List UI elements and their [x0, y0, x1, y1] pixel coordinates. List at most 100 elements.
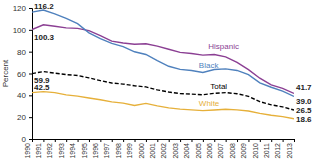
- y-tick: 0: [22, 135, 32, 144]
- labels: HispanicBlackTotalWhite100.341.7116.239.…: [34, 2, 312, 124]
- series-name: Black: [199, 61, 220, 70]
- y-tick-label: 20: [17, 113, 26, 122]
- x-tick-mark: [78, 139, 79, 142]
- y-tick: 80: [17, 48, 32, 57]
- x-tick: 1999: [126, 139, 135, 159]
- x-tick: 1992: [46, 139, 55, 159]
- x-tick-label: 1992: [46, 143, 53, 159]
- x-tick-label: 1994: [69, 143, 76, 159]
- lines: [32, 10, 294, 119]
- y-tick-label: 0: [22, 135, 27, 144]
- x-tick: 1995: [81, 139, 90, 159]
- x-tick-label: 1999: [126, 143, 133, 159]
- x-tick: 2005: [195, 139, 204, 159]
- x-tick-mark: [248, 139, 249, 142]
- series-line: [32, 25, 294, 94]
- x-tick-label: 2003: [172, 143, 179, 159]
- y-tick-mark: [29, 52, 32, 53]
- x-tick: 1997: [103, 139, 112, 159]
- x-tick-label: 2005: [195, 143, 202, 159]
- y-tick-mark: [29, 74, 32, 75]
- y-tick-label: 120: [13, 4, 27, 13]
- x-tick-mark: [169, 139, 170, 142]
- x-tick: 2006: [206, 139, 215, 159]
- y-tick: 100: [13, 26, 32, 35]
- y-axis-title: Percent: [1, 59, 10, 87]
- data-label: 18.6: [296, 115, 312, 124]
- y-axis: 0 20 40 60 80 100 120: [13, 4, 33, 144]
- x-tick-mark: [260, 139, 261, 142]
- x-tick-label: 2004: [183, 143, 190, 159]
- x-tick-mark: [271, 139, 272, 142]
- series-line: [32, 72, 294, 111]
- series-name: Total: [210, 82, 227, 91]
- x-tick-mark: [43, 139, 44, 142]
- y-tick: 60: [17, 70, 32, 79]
- x-tick: 2009: [240, 139, 249, 159]
- x-tick-mark: [32, 139, 33, 142]
- x-tick-mark: [135, 139, 136, 142]
- y-tick-mark: [29, 139, 32, 140]
- x-tick-label: 2009: [240, 143, 247, 159]
- x-tick-label: 2000: [138, 143, 145, 159]
- y-tick-label: 40: [17, 91, 26, 100]
- x-tick-label: 2011: [263, 143, 270, 158]
- y-tick-label: 80: [17, 48, 26, 57]
- x-tick-label: 2012: [274, 143, 281, 159]
- x-tick: 1998: [115, 139, 124, 159]
- data-label: 39.0: [296, 97, 312, 106]
- x-axis: 1990199119921993199419951996199719981999…: [24, 139, 295, 159]
- x-tick: 1993: [58, 139, 67, 159]
- y-axis-line: [29, 9, 33, 140]
- x-tick-mark: [100, 139, 101, 142]
- x-tick-label: 2007: [217, 143, 224, 159]
- y-tick-mark: [29, 8, 32, 9]
- x-tick-mark: [283, 139, 284, 142]
- series-name: Hispanic: [208, 42, 239, 51]
- x-tick: 2013: [286, 139, 295, 159]
- x-tick-mark: [55, 139, 56, 142]
- y-tick-mark: [29, 117, 32, 118]
- x-tick-label: 2001: [149, 143, 156, 159]
- x-tick-mark: [89, 139, 90, 142]
- x-tick-mark: [203, 139, 204, 142]
- x-tick-mark: [112, 139, 113, 142]
- x-tick-mark: [226, 139, 227, 142]
- x-tick: 2000: [138, 139, 147, 159]
- y-tick: 40: [17, 91, 32, 100]
- x-tick: 1990: [24, 139, 33, 159]
- x-tick: 1991: [35, 139, 44, 159]
- x-tick-mark: [191, 139, 192, 142]
- x-tick-mark: [123, 139, 124, 142]
- x-tick-mark: [180, 139, 181, 142]
- x-tick: 2001: [149, 139, 158, 159]
- series-line: [32, 92, 294, 119]
- y-tick: 20: [17, 113, 32, 122]
- x-tick: 2002: [160, 139, 169, 159]
- x-tick-label: 2008: [229, 143, 236, 159]
- x-tick-mark: [294, 139, 295, 142]
- x-tick-label: 2002: [160, 143, 167, 159]
- y-tick-label: 60: [17, 70, 26, 79]
- x-tick-mark: [237, 139, 238, 142]
- x-tick-label: 1995: [81, 143, 88, 159]
- y-tick-mark: [29, 30, 32, 31]
- x-tick-label: 1996: [92, 143, 99, 159]
- x-tick: 2007: [217, 139, 226, 159]
- x-tick-mark: [146, 139, 147, 142]
- x-tick-mark: [214, 139, 215, 142]
- x-tick: 2010: [252, 139, 261, 159]
- x-axis-line: [33, 140, 295, 143]
- series-line: [32, 10, 294, 96]
- y-tick-label: 100: [13, 26, 27, 35]
- x-tick-mark: [157, 139, 158, 142]
- x-tick: 1996: [92, 139, 101, 159]
- series-name: White: [199, 99, 220, 108]
- x-tick: 2008: [229, 139, 238, 159]
- x-tick: 2004: [183, 139, 192, 159]
- data-label: 116.2: [34, 2, 54, 11]
- x-tick-label: 1997: [103, 143, 110, 159]
- y-tick: 120: [13, 4, 32, 13]
- x-tick-label: 1990: [24, 143, 31, 159]
- chart: 0 20 40 60 80 100 120 1990 19911992 19931994 1995 1…: [0, 0, 320, 167]
